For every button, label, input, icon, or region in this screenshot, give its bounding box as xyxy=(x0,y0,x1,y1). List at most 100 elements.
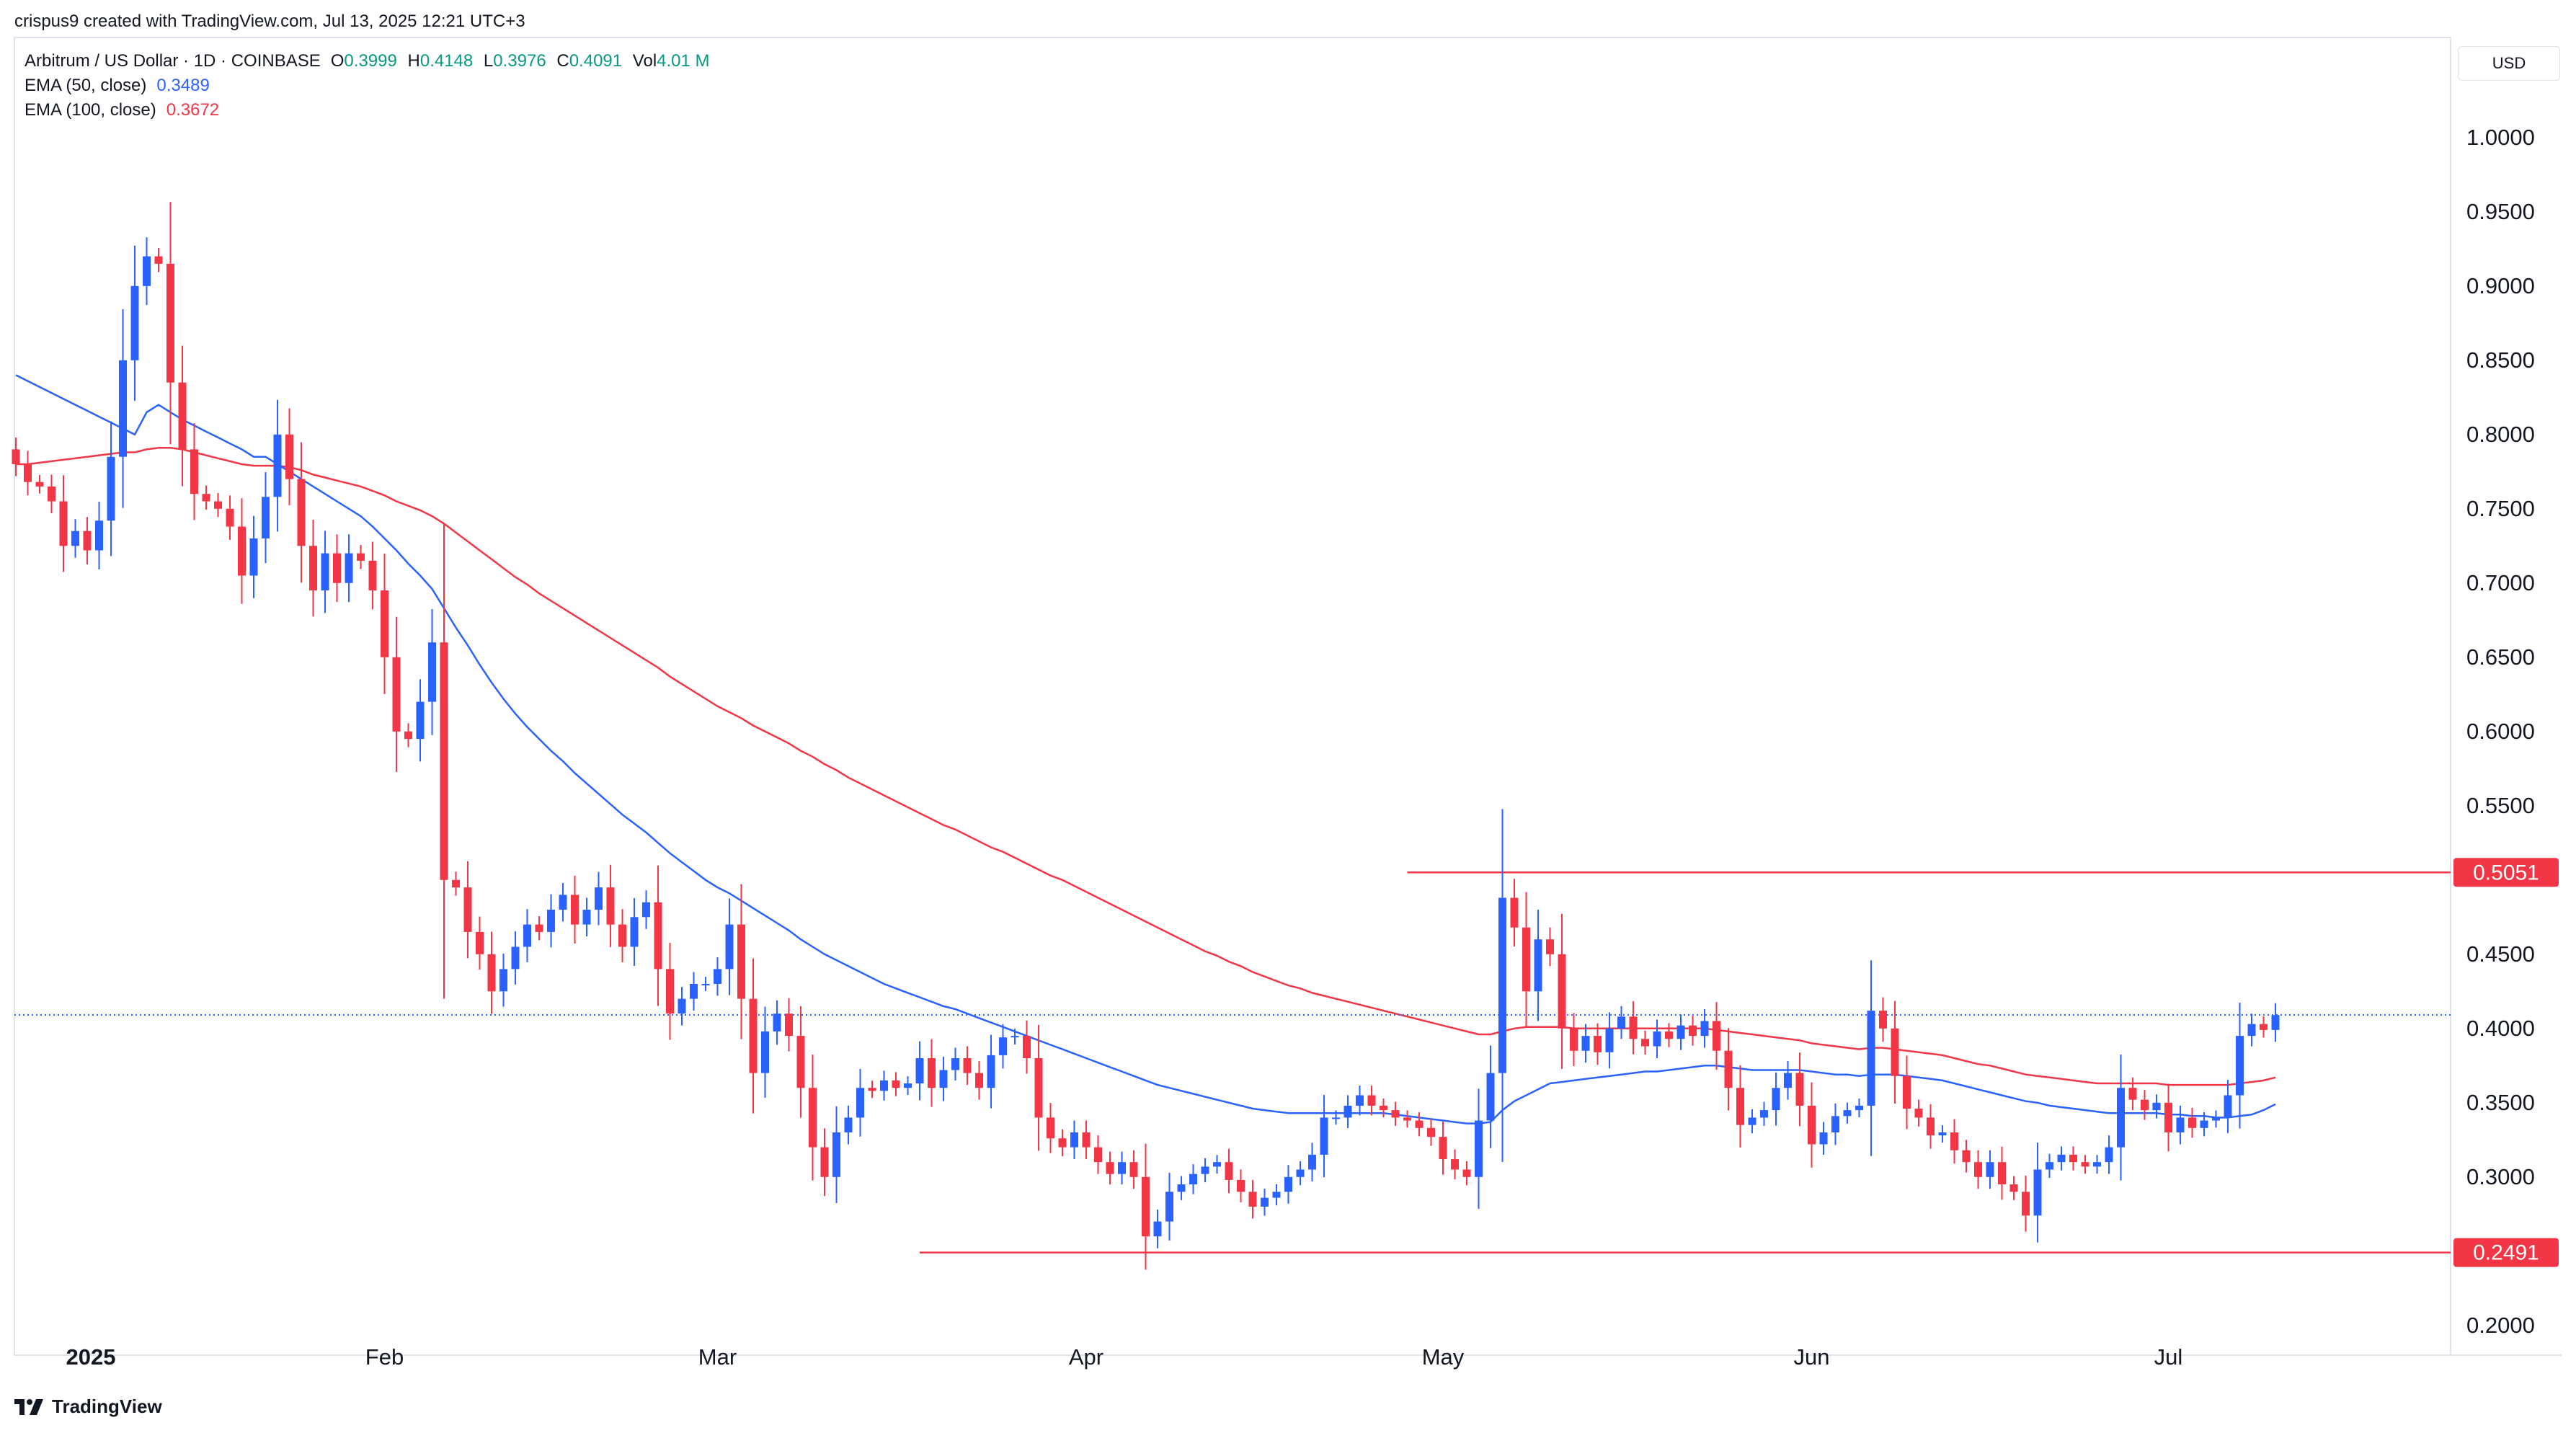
candle-body xyxy=(1641,1039,1649,1047)
candle xyxy=(416,679,425,762)
candle xyxy=(1451,1149,1459,1180)
candle xyxy=(1962,1140,1971,1173)
candle xyxy=(1808,1082,1816,1168)
candle-body xyxy=(1165,1192,1173,1222)
candle xyxy=(2271,1003,2280,1042)
candle-body xyxy=(1047,1117,1054,1139)
candle xyxy=(1356,1085,1364,1116)
tradingview-brand[interactable]: TradingView xyxy=(14,1396,162,1418)
candle-body xyxy=(1284,1176,1292,1192)
candle xyxy=(630,897,639,966)
candle xyxy=(1261,1189,1269,1216)
candle-body xyxy=(463,887,472,932)
candle-body xyxy=(2117,1088,2125,1148)
candle-body xyxy=(737,924,745,999)
candle-body xyxy=(487,954,496,992)
candle-body xyxy=(1475,1120,1483,1177)
candle xyxy=(1427,1119,1435,1146)
candle xyxy=(1843,1102,1852,1124)
candle-body xyxy=(1272,1192,1281,1198)
candle-body xyxy=(2046,1162,2053,1170)
candle xyxy=(1308,1143,1316,1181)
candle xyxy=(440,523,448,999)
candle xyxy=(428,609,436,735)
ema50-legend-row[interactable]: EMA (50, close) 0.3489 xyxy=(25,74,716,98)
candle xyxy=(1795,1052,1804,1127)
candle xyxy=(35,474,44,494)
candle-body xyxy=(2247,1024,2256,1037)
candle xyxy=(928,1039,936,1107)
candle-body xyxy=(915,1058,924,1084)
candle-body xyxy=(2128,1088,2137,1100)
candle-body xyxy=(1819,1132,1828,1145)
candle-body xyxy=(1308,1154,1316,1170)
candle-body xyxy=(71,531,79,546)
candle-body xyxy=(1177,1184,1186,1192)
candle-body xyxy=(1795,1073,1804,1106)
candle xyxy=(2236,1002,2244,1129)
candle-body xyxy=(1129,1162,1138,1177)
candle xyxy=(714,957,721,996)
candle-body xyxy=(666,969,674,1014)
candle-body xyxy=(1403,1117,1411,1121)
candle xyxy=(1082,1120,1091,1160)
time-tick-label: Jun xyxy=(1794,1344,1830,1370)
candle xyxy=(987,1034,995,1109)
candle xyxy=(1462,1161,1471,1186)
candle xyxy=(725,898,734,995)
candle xyxy=(24,451,32,496)
candle-body xyxy=(1581,1036,1590,1051)
candle-body xyxy=(1629,1016,1638,1039)
candle-body xyxy=(832,1132,840,1177)
candle-body xyxy=(1367,1095,1376,1106)
candle xyxy=(1938,1125,1947,1143)
low-value: 0.3976 xyxy=(493,51,546,71)
candle xyxy=(1118,1151,1126,1185)
candle xyxy=(595,871,603,926)
ema100-legend-row[interactable]: EMA (100, close) 0.3672 xyxy=(25,98,716,123)
candle xyxy=(868,1081,876,1099)
candle-body xyxy=(1011,1036,1019,1038)
candle-body xyxy=(1713,1021,1720,1051)
candle-body xyxy=(1700,1021,1709,1037)
candle-body xyxy=(1356,1095,1364,1106)
candle xyxy=(832,1106,840,1204)
candle-body xyxy=(416,701,425,740)
candle-body xyxy=(238,526,246,576)
candle xyxy=(1689,1016,1697,1046)
candle-body xyxy=(2152,1102,2161,1111)
candle xyxy=(2046,1153,2053,1179)
candle xyxy=(1023,1020,1031,1074)
time-tick-label: Feb xyxy=(365,1344,404,1370)
candle-body xyxy=(2093,1162,2101,1167)
candle-body xyxy=(107,456,115,521)
symbol-row[interactable]: Arbitrum / US Dollar · 1D · COINBASE O0.… xyxy=(25,49,716,74)
candle xyxy=(1213,1155,1221,1174)
candle xyxy=(915,1041,924,1101)
candle xyxy=(904,1076,912,1096)
candle xyxy=(499,953,507,1007)
candle xyxy=(154,248,163,272)
candle-body xyxy=(1034,1058,1043,1118)
candle-body xyxy=(1938,1132,1947,1136)
candle-body xyxy=(963,1058,972,1073)
candle xyxy=(535,916,543,941)
candle-body xyxy=(2057,1154,2066,1163)
candle xyxy=(190,423,198,520)
candle xyxy=(1772,1072,1780,1126)
candle xyxy=(690,972,698,1011)
candle-body xyxy=(1891,1028,1899,1076)
candle xyxy=(107,421,115,556)
candle xyxy=(820,1128,829,1197)
candle-body xyxy=(1546,939,1554,954)
candle-body xyxy=(1784,1073,1792,1088)
candle-body xyxy=(1950,1132,1958,1150)
candle-body xyxy=(1998,1162,2006,1185)
candle-body xyxy=(309,546,317,591)
candle xyxy=(892,1072,900,1096)
level-label: 0.5051 xyxy=(2473,861,2539,884)
ema50-value: 0.3489 xyxy=(156,76,210,95)
currency-selector[interactable]: USD xyxy=(2458,46,2560,81)
price-tick-label: 0.3500 xyxy=(2466,1090,2535,1115)
